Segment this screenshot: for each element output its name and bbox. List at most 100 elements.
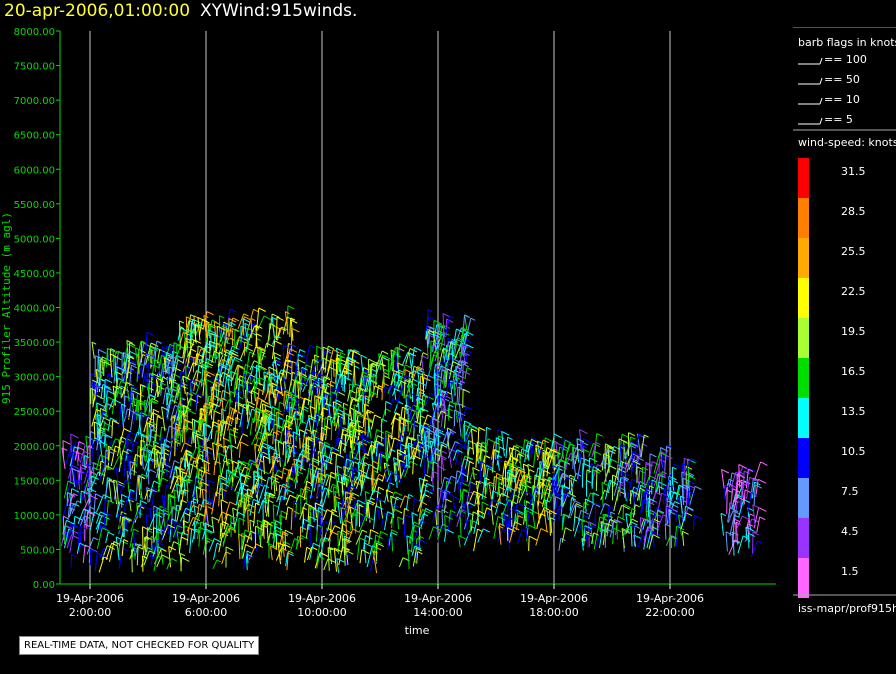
wind-barb [142,447,146,462]
wind-barb-flag [608,465,617,470]
wind-barb [181,525,186,537]
wind-barb [145,332,148,358]
wind-barb [258,365,261,386]
wind-barb [664,524,667,540]
wind-barb [458,535,461,548]
wind-barb [316,538,322,562]
wind-barb-flag [195,434,204,440]
wind-barb [144,537,147,556]
wind-barb-flag [408,493,414,497]
wind-barb-flag [431,345,440,350]
wind-barb-flag [118,456,124,460]
wind-barb-flag [127,371,132,375]
wind-barb-flag [313,508,322,513]
wind-barb [503,476,512,497]
wind-barb-flag [394,491,403,497]
wind-barb-flag [617,516,626,521]
wind-barb-flag [162,494,168,499]
wind-barb [408,423,413,437]
wind-barb [370,559,374,572]
wind-barb [330,361,333,383]
wind-barb-flag [443,332,450,336]
wind-barb-flag [358,469,368,475]
wind-barb-flag [377,478,384,482]
wind-barb-flag [100,427,106,431]
wind-barb [496,455,500,471]
wind-barb [166,558,172,570]
wind-barb-flag [240,441,249,447]
wind-barb [738,499,745,518]
wind-barb [411,396,418,409]
wind-barb-flag [107,545,116,550]
wind-barb-flag [439,455,447,460]
wind-barb [313,508,315,522]
wind-barb [675,523,680,548]
wind-barb [235,389,239,415]
wind-barb [495,437,497,460]
wind-barb-flag [324,536,331,541]
wind-barb-flag [602,513,609,518]
wind-barb-flag [339,426,347,431]
wind-barb-flag [171,557,178,562]
wind-barb-flag [447,337,453,342]
wind-barb-flag [268,366,277,372]
wind-barb [740,483,743,509]
wind-barb-flag [318,441,324,445]
wind-barb [643,529,647,545]
wind-barb [321,407,324,423]
wind-barb-flag [381,356,388,361]
wind-barb [210,421,214,440]
wind-barb [315,413,319,439]
wind-barb [145,458,151,477]
wind-barb-flag [238,533,245,538]
wind-barb-flag [687,458,696,464]
wind-barb [216,442,218,460]
wind-barb [69,441,77,458]
wind-barb-flag [337,437,347,443]
wind-barb-flag [602,522,608,526]
wind-barb [411,545,416,557]
wind-barb [438,395,440,414]
wind-barb [126,340,130,363]
wind-barb-flag [318,482,324,486]
wind-barb-flag [87,464,94,468]
wind-barb [86,537,94,555]
wind-barb-flag [245,554,254,559]
wind-barb-flag [427,374,435,379]
wind-barb-flag [354,468,362,473]
wind-barb-flag [359,537,368,542]
wind-barb-flag [247,327,255,332]
wind-barb-flag [137,400,145,405]
wind-barb-flag [219,315,225,319]
wind-barb-flag [150,346,158,351]
wind-barb-flag [649,453,657,458]
wind-barb [351,428,355,445]
wind-barb-flag [678,514,684,518]
wind-barb-flag [398,421,407,427]
wind-barb-flag [389,536,397,541]
wind-barb-flag [303,405,309,410]
wind-barb [309,543,314,560]
wind-barb [447,362,449,387]
wind-barb-flag [317,524,324,529]
wind-barb [215,378,217,399]
wind-barb-flag [656,506,661,510]
wind-barb [684,458,692,475]
wind-barb [203,424,205,447]
wind-barb [282,345,285,366]
wind-barb [282,420,287,432]
wind-barb-flag [321,464,327,469]
wind-barb [549,510,551,536]
wind-barb-flag [487,438,496,444]
wind-barb-flag [166,484,175,490]
wind-barb-flag [152,447,160,452]
wind-barb [264,390,269,401]
wind-barb [558,538,562,551]
wind-barb-flag [324,416,332,421]
wind-barb-flag [149,400,156,404]
wind-barb [193,420,196,441]
wind-barb-flag [448,447,457,453]
wind-barb-flag [199,512,208,518]
wind-barb [74,441,80,461]
wind-barb [343,466,348,487]
